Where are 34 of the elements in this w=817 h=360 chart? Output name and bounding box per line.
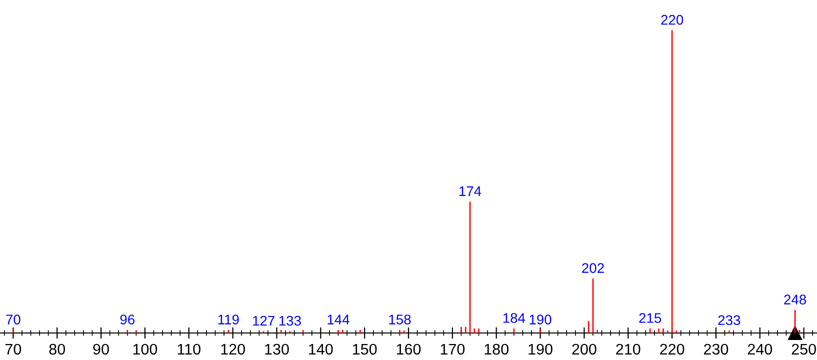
annotation: 184 [503, 313, 526, 323]
x-tick-label: 130 [265, 344, 289, 355]
annotation: 215 [639, 313, 662, 323]
annotation: 127 [253, 316, 274, 326]
x-tick-label: 170 [440, 344, 465, 355]
annotation: 119 [218, 314, 239, 324]
x-tick-label: 110 [178, 344, 200, 355]
annotation: 158 [389, 314, 411, 324]
x-tick-label: 230 [704, 344, 728, 355]
annotation: 220 [661, 14, 684, 25]
x-tick-label: 120 [221, 344, 245, 355]
annotation: 70 [6, 314, 20, 324]
x-tick-label: 150 [352, 344, 377, 355]
x-tick-label: 90 [93, 344, 109, 355]
x-tick-label: 200 [572, 344, 596, 355]
x-tick-label: 100 [133, 344, 158, 355]
x-tick-label: 80 [49, 344, 65, 355]
x-tick-label: 250 [792, 344, 816, 355]
x-tick-label: 160 [396, 344, 421, 355]
x-tick-label: 220 [660, 344, 684, 355]
annotation: 174 [459, 186, 482, 196]
annotation: 190 [530, 314, 552, 324]
x-tick-label: 240 [748, 344, 772, 355]
annotation: 96 [120, 314, 134, 324]
x-tick-label: 190 [528, 344, 552, 355]
annotation: 133 [279, 316, 301, 326]
annotation: 248 [784, 294, 806, 304]
x-tick-label: 210 [616, 344, 640, 355]
annotation: 144 [328, 314, 350, 324]
x-tick-label: 140 [309, 344, 333, 355]
annotation: 202 [582, 263, 604, 273]
x-tick-label: 180 [484, 344, 508, 355]
annotation: 233 [718, 315, 740, 326]
x-tick-label: 70 [5, 344, 22, 355]
